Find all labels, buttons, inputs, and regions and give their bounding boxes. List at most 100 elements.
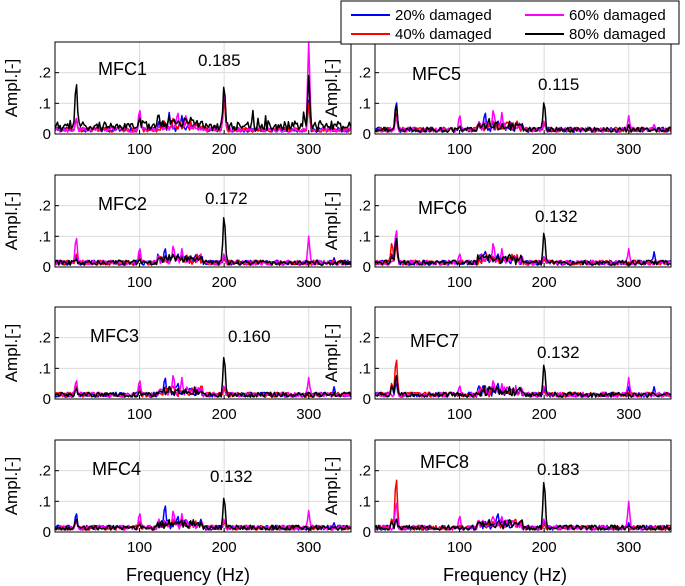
- panel-title-mfc5: MFC5: [412, 64, 461, 84]
- plot-area-mfc3: [55, 307, 351, 399]
- x-axis-label-left: Frequency (Hz): [126, 565, 250, 585]
- xtick-label-mfc3: 100: [127, 406, 152, 423]
- plot-area-mfc5: [375, 42, 671, 134]
- series-group-mfc5: [375, 102, 671, 133]
- xtick-label-mfc2: 100: [127, 274, 152, 291]
- series-group-mfc2: [55, 217, 351, 266]
- ytick-label-mfc8: .1: [358, 493, 371, 510]
- legend-label-20: 20% damaged: [395, 7, 492, 24]
- panel-mfc7: 0 .1 .2 100 200 300 Ampl.[-] MFC7 0.132: [322, 306, 672, 423]
- series-60pct-mfc1: [55, 42, 351, 133]
- xtick-label-mfc7: 100: [447, 406, 472, 423]
- ytick-label-mfc2: .2: [38, 198, 51, 215]
- panel-title-mfc1: MFC1: [98, 59, 147, 79]
- panel-title-mfc3: MFC3: [90, 326, 139, 346]
- panels: 0 .1 .2 100 200 300 Ampl.[-] MFC1 0.185 0 .1 .2 100 2…: [2, 41, 672, 556]
- ytick-label-mfc2: .1: [38, 228, 51, 245]
- peak-value-mfc3: 0.160: [228, 327, 271, 346]
- axes-box-mfc6: [374, 174, 672, 268]
- plot-area-mfc6: [375, 175, 671, 267]
- xtick-label-mfc4: 200: [212, 539, 237, 556]
- series-group-mfc8: [375, 479, 671, 531]
- y-axis-label-mfc8: Ampl.[-]: [322, 457, 341, 516]
- xtick-label-mfc4: 100: [127, 539, 152, 556]
- xtick-label-mfc5: 300: [616, 141, 641, 158]
- y-axis-label-mfc7: Ampl.[-]: [322, 324, 341, 383]
- legend-label-80: 80% damaged: [569, 26, 666, 43]
- peak-value-mfc1: 0.185: [198, 51, 241, 70]
- panel-mfc3: 0 .1 .2 100 200 300 Ampl.[-] MFC3 0.160: [2, 306, 352, 423]
- peak-value-mfc2: 0.172: [205, 189, 248, 208]
- ytick-label-mfc6: .1: [358, 228, 371, 245]
- legend: 20% damaged 60% damaged 40% damaged 80% …: [340, 0, 680, 45]
- panel-title-mfc6: MFC6: [418, 198, 467, 218]
- ytick-label-mfc7: .1: [358, 360, 371, 377]
- xtick-label-mfc4: 300: [296, 539, 321, 556]
- xtick-label-mfc2: 300: [296, 274, 321, 291]
- ytick-label-mfc6: 0: [363, 259, 371, 276]
- xtick-label-mfc3: 300: [296, 406, 321, 423]
- ytick-label-mfc6: .2: [358, 198, 371, 215]
- axes-box-mfc7: [374, 306, 672, 400]
- xtick-label-mfc7: 300: [616, 406, 641, 423]
- ytick-label-mfc8: .2: [358, 463, 371, 480]
- xtick-label-mfc6: 300: [616, 274, 641, 291]
- series-group-mfc6: [375, 230, 671, 266]
- ytick-label-mfc7: 0: [363, 391, 371, 408]
- xtick-label-mfc7: 200: [532, 406, 557, 423]
- ytick-label-mfc4: .1: [38, 493, 51, 510]
- panel-mfc5: 0 .1 .2 100 200 300 Ampl.[-] MFC5 0.115: [322, 41, 672, 158]
- series-80pct-mfc5: [375, 102, 671, 133]
- panel-title-mfc2: MFC2: [98, 194, 147, 214]
- xtick-label-mfc1: 100: [127, 141, 152, 158]
- x-axis-label-right: Frequency (Hz): [443, 565, 567, 585]
- ytick-label-mfc5: .2: [358, 65, 371, 82]
- ytick-label-mfc4: .2: [38, 463, 51, 480]
- panel-mfc4: 0 .1 .2 100 200 300 Ampl.[-] MFC4 0.132: [2, 439, 352, 556]
- series-80pct-mfc4: [55, 497, 351, 531]
- axes-box-mfc1: [54, 41, 352, 135]
- series-80pct-mfc8: [375, 482, 671, 531]
- legend-label-40: 40% damaged: [395, 26, 492, 43]
- ytick-label-mfc1: .1: [38, 95, 51, 112]
- xtick-label-mfc2: 200: [212, 274, 237, 291]
- ytick-label-mfc7: .2: [358, 330, 371, 347]
- xtick-label-mfc3: 200: [212, 406, 237, 423]
- y-axis-label-mfc6: Ampl.[-]: [322, 192, 341, 251]
- xtick-label-mfc8: 100: [447, 539, 472, 556]
- series-group-mfc7: [375, 359, 671, 398]
- xtick-label-mfc5: 200: [532, 141, 557, 158]
- y-axis-label-mfc2: Ampl.[-]: [2, 192, 21, 251]
- ytick-label-mfc3: .2: [38, 330, 51, 347]
- peak-value-mfc8: 0.183: [537, 460, 580, 479]
- plot-area-mfc2: [55, 175, 351, 267]
- series-80pct-mfc6: [375, 232, 671, 266]
- y-axis-label-mfc4: Ampl.[-]: [2, 457, 21, 516]
- ytick-label-mfc5: .1: [358, 95, 371, 112]
- plot-area-mfc8: [375, 440, 671, 532]
- panel-title-mfc4: MFC4: [92, 459, 141, 479]
- plot-area-mfc4: [55, 440, 351, 532]
- plot-area-mfc7: [375, 307, 671, 399]
- axes-box-mfc2: [54, 174, 352, 268]
- peak-value-mfc4: 0.132: [210, 467, 253, 486]
- series-group-mfc4: [55, 497, 351, 531]
- y-axis-label-mfc5: Ampl.[-]: [322, 59, 341, 118]
- ytick-label-mfc5: 0: [363, 126, 371, 143]
- series-group-mfc1: [55, 42, 351, 133]
- axes-box-mfc3: [54, 306, 352, 400]
- ytick-label-mfc3: 0: [43, 391, 51, 408]
- peak-value-mfc5: 0.115: [538, 75, 579, 94]
- panel-title-mfc7: MFC7: [410, 331, 459, 351]
- ytick-label-mfc3: .1: [38, 360, 51, 377]
- plot-area-mfc1: [55, 42, 351, 134]
- panel-mfc1: 0 .1 .2 100 200 300 Ampl.[-] MFC1 0.185: [2, 41, 352, 158]
- xtick-label-mfc6: 200: [532, 274, 557, 291]
- xtick-label-mfc1: 200: [212, 141, 237, 158]
- series-80pct-mfc7: [375, 364, 671, 398]
- series-80pct-mfc2: [55, 217, 351, 266]
- y-axis-label-mfc1: Ampl.[-]: [2, 59, 21, 118]
- series-80pct-mfc1: [55, 74, 351, 133]
- peak-value-mfc7: 0.132: [537, 343, 580, 362]
